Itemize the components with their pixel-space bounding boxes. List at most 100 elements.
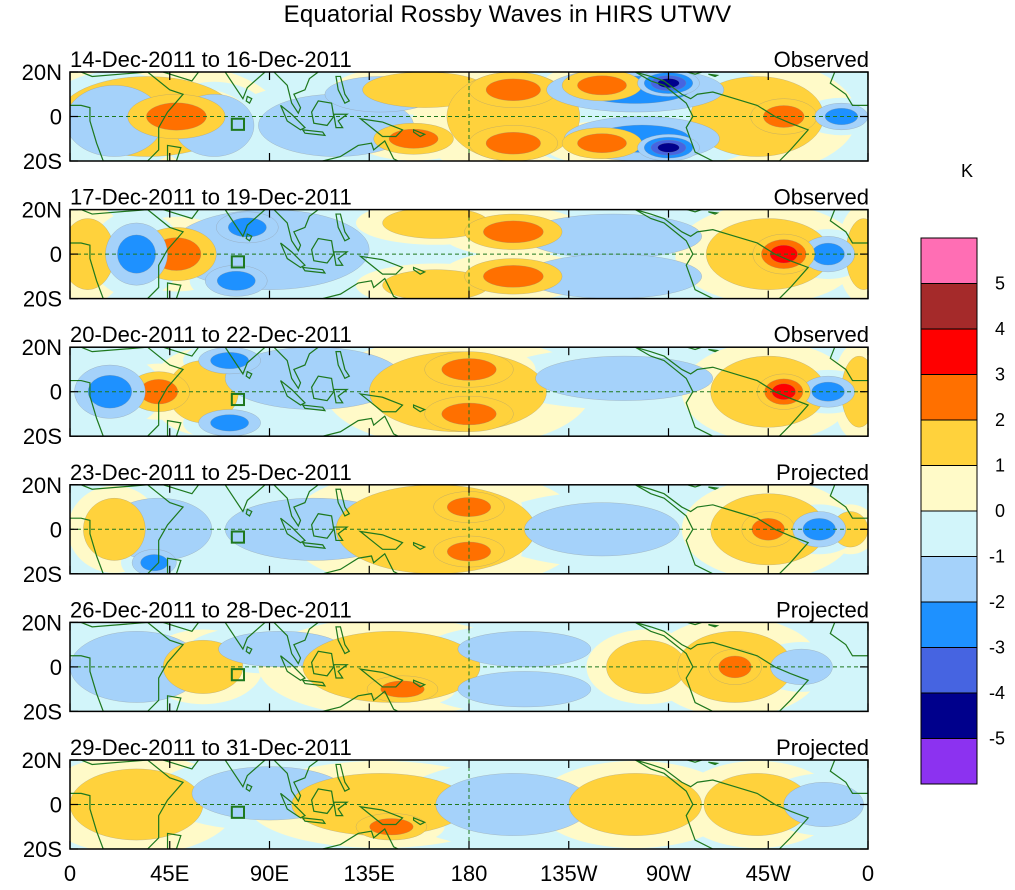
colorbar-label: 1 bbox=[995, 456, 1005, 476]
lon-tick-label: 180 bbox=[451, 861, 488, 886]
anomaly-field bbox=[70, 209, 868, 299]
panel-date-range: 14-Dec-2011 to 16-Dec-2011 bbox=[70, 47, 352, 72]
colorbar-label: -1 bbox=[989, 547, 1005, 567]
lon-tick-label: 45E bbox=[150, 861, 189, 886]
colorbar-label: 0 bbox=[995, 501, 1005, 521]
lat-tick-label: 20S bbox=[23, 699, 62, 724]
colorbar-swatch bbox=[920, 374, 978, 421]
lat-tick-label: 20N bbox=[22, 198, 62, 223]
panel-status: Projected bbox=[776, 735, 869, 760]
anomaly-contour bbox=[457, 631, 592, 668]
anomaly-contour bbox=[483, 265, 544, 288]
anomaly-contour bbox=[485, 78, 541, 101]
lon-tick-label: 135W bbox=[540, 861, 598, 886]
panel-status: Projected bbox=[776, 460, 869, 485]
map-panel: 20N 0 20S 23-Dec-2011 to 25-Dec-2011 Project… bbox=[22, 460, 869, 587]
panel-date-range: 29-Dec-2011 to 31-Dec-2011 bbox=[70, 735, 352, 760]
region-box bbox=[230, 668, 246, 682]
lat-tick-label: 20S bbox=[23, 424, 62, 449]
lat-tick-label: 20N bbox=[22, 748, 62, 773]
colorbar-label: -3 bbox=[989, 638, 1005, 658]
region-box bbox=[230, 805, 246, 819]
panel-date-range: 20-Dec-2011 to 22-Dec-2011 bbox=[70, 322, 352, 347]
colorbar: 5 4 3 2 1 0 -1 -2 -3 -4 -5 K bbox=[920, 161, 1005, 785]
map-panel: 20N 0 20S 29-Dec-2011 to 31-Dec-2011 Project… bbox=[22, 735, 869, 862]
lon-tick-label: 0 bbox=[64, 861, 76, 886]
anomaly-contour bbox=[657, 142, 680, 153]
lon-tick-label: 90W bbox=[646, 861, 691, 886]
colorbar-label: -4 bbox=[989, 683, 1005, 703]
colorbar-swatch bbox=[920, 465, 978, 512]
anomaly-contour bbox=[228, 217, 267, 238]
colorbar-swatch bbox=[920, 510, 978, 557]
colorbar-swatch bbox=[920, 237, 978, 284]
anomaly-contour bbox=[210, 414, 249, 432]
figure-title: Equatorial Rossby Waves in HIRS UTWV bbox=[283, 1, 732, 28]
anomaly-field bbox=[70, 347, 868, 437]
lat-tick-label: 20N bbox=[22, 60, 62, 85]
anomaly-contour bbox=[783, 782, 864, 827]
map-panel: 20N 0 20S 17-Dec-2011 to 19-Dec-2011 Observe… bbox=[22, 185, 869, 312]
panel-date-range: 26-Dec-2011 to 28-Dec-2011 bbox=[70, 597, 352, 622]
region-box bbox=[230, 392, 246, 407]
panel-status: Observed bbox=[774, 322, 869, 347]
anomaly-field bbox=[70, 760, 868, 849]
anomaly-contour bbox=[577, 133, 627, 153]
anomaly-field bbox=[70, 72, 868, 161]
anomaly-contour bbox=[87, 375, 132, 409]
region-box bbox=[230, 255, 246, 269]
anomaly-contour bbox=[140, 554, 169, 572]
lon-tick-label: 45W bbox=[746, 861, 791, 886]
panel-status: Observed bbox=[774, 185, 869, 210]
anomaly-field bbox=[70, 484, 868, 574]
lat-tick-label: 0 bbox=[50, 793, 62, 818]
colorbar-label: 5 bbox=[995, 274, 1005, 294]
anomaly-contour bbox=[210, 352, 249, 369]
anomaly-contour bbox=[485, 132, 541, 155]
lat-tick-label: 0 bbox=[50, 105, 62, 130]
map-panel: 20N 0 20S 26-Dec-2011 to 28-Dec-2011 Project… bbox=[22, 597, 869, 724]
colorbar-swatch bbox=[920, 283, 978, 330]
lat-tick-label: 20N bbox=[22, 610, 62, 635]
anomaly-contour bbox=[369, 818, 414, 836]
lat-tick-label: 0 bbox=[50, 655, 62, 680]
panel-status: Observed bbox=[774, 47, 869, 72]
colorbar-label: -5 bbox=[989, 729, 1005, 749]
anomaly-field bbox=[70, 622, 868, 712]
lat-tick-label: 20N bbox=[22, 335, 62, 360]
anomaly-contour bbox=[216, 271, 256, 291]
anomaly-contour bbox=[388, 128, 439, 149]
region-box bbox=[230, 530, 246, 544]
anomaly-contour bbox=[577, 75, 627, 96]
anomaly-contour bbox=[769, 245, 798, 264]
lon-tick-label: 0 bbox=[862, 861, 874, 886]
anomaly-contour bbox=[457, 671, 592, 708]
map-panel: 20N 0 20S 14-Dec-2011 to 16-Dec-2011 Observe… bbox=[22, 47, 869, 174]
colorbar-label: 3 bbox=[995, 365, 1005, 385]
panel-status: Projected bbox=[776, 597, 869, 622]
colorbar-swatch bbox=[920, 328, 978, 375]
anomaly-contour bbox=[380, 680, 425, 698]
colorbar-label: 4 bbox=[995, 319, 1005, 339]
region-box bbox=[230, 117, 246, 131]
panel-date-range: 23-Dec-2011 to 25-Dec-2011 bbox=[70, 460, 352, 485]
anomaly-contour bbox=[535, 355, 714, 401]
anomaly-contour bbox=[483, 220, 544, 244]
lat-tick-label: 20N bbox=[22, 473, 62, 498]
colorbar-swatch bbox=[920, 692, 978, 739]
colorbar-label: 2 bbox=[995, 410, 1005, 430]
colorbar-swatch bbox=[920, 647, 978, 694]
lat-tick-label: 0 bbox=[50, 380, 62, 405]
lat-tick-label: 20S bbox=[23, 149, 62, 174]
lat-tick-label: 0 bbox=[50, 517, 62, 542]
lon-tick-label: 90E bbox=[250, 861, 289, 886]
lat-tick-label: 20S bbox=[23, 562, 62, 587]
longitude-axis: 0 45E 90E 135E 180 135W 90W 45W 0 bbox=[64, 861, 874, 886]
lat-tick-label: 20S bbox=[23, 287, 62, 312]
lat-tick-label: 0 bbox=[50, 242, 62, 267]
colorbar-swatch bbox=[920, 738, 978, 785]
colorbar-swatch bbox=[920, 419, 978, 466]
colorbar-swatch bbox=[920, 601, 978, 648]
panels: 20N 0 20S 14-Dec-2011 to 16-Dec-2011 Observe… bbox=[22, 47, 869, 862]
